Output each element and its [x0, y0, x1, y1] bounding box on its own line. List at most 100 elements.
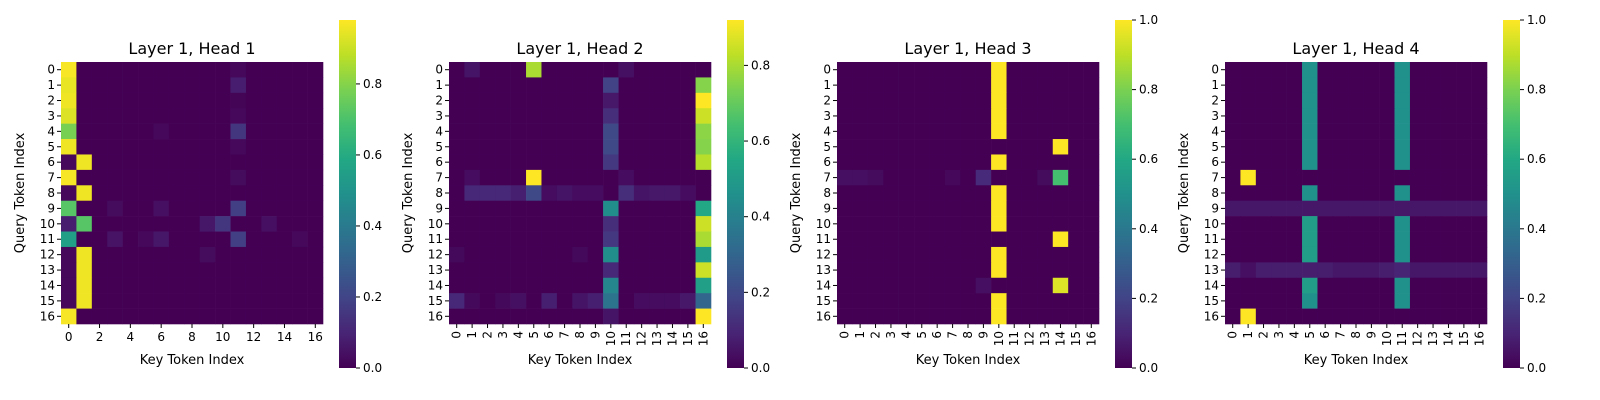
heatmap-cell — [1379, 108, 1395, 124]
heatmap-cell — [76, 123, 93, 140]
heatmap-cell — [1021, 216, 1038, 232]
heatmap-cell — [464, 77, 481, 94]
heatmap-cell — [603, 77, 619, 94]
heatmap-cell — [695, 92, 712, 109]
heatmap-cell — [1255, 231, 1272, 248]
heatmap-cell — [1240, 185, 1257, 201]
heatmap-cell — [898, 200, 915, 217]
heatmap-cell — [215, 154, 231, 171]
panel-title: Layer 1, Head 2 — [516, 39, 643, 58]
heatmap-cell — [1317, 293, 1334, 309]
heatmap-cell — [633, 185, 650, 201]
heatmap-cell — [1052, 277, 1069, 294]
heatmap-cell — [680, 169, 696, 186]
heatmap-cell — [1440, 277, 1457, 294]
heatmap-cell — [1006, 139, 1023, 155]
heatmap-cell — [960, 277, 976, 294]
heatmap-cell — [1225, 185, 1241, 201]
heatmap-cell — [618, 154, 635, 171]
heatmap-cell — [107, 123, 123, 140]
heatmap-cell — [1379, 200, 1395, 217]
heatmap-cell — [449, 216, 465, 232]
heatmap-cell — [1471, 169, 1488, 186]
heatmap-cell — [449, 77, 465, 94]
heatmap-cell — [587, 200, 604, 217]
heatmap-cell — [664, 154, 681, 171]
heatmap-cell — [1394, 216, 1411, 232]
heatmap-cell — [1271, 231, 1287, 248]
heatmap-cell — [603, 185, 619, 201]
heatmap-cell — [61, 246, 77, 263]
heatmap-cell — [1471, 277, 1488, 294]
heatmap-cell — [837, 139, 853, 155]
heatmap-cell — [122, 77, 139, 94]
heatmap-cell — [138, 216, 154, 232]
heatmap-cell — [526, 123, 542, 140]
heatmap-cell — [1363, 262, 1380, 279]
heatmap-cell — [633, 123, 650, 140]
heatmap-cell — [1363, 154, 1380, 171]
colorbar-tick-label: 0.0 — [363, 361, 382, 375]
heatmap-cell — [1068, 200, 1084, 217]
heatmap-cell — [960, 169, 976, 186]
heatmap-cell — [230, 262, 247, 279]
heatmap-cell — [168, 231, 185, 248]
x-tick-label: 10 — [992, 331, 1006, 346]
heatmap-cell — [695, 277, 712, 294]
heatmap-cell — [898, 231, 915, 248]
heatmap-cell — [199, 293, 216, 309]
heatmap-cell — [944, 77, 961, 94]
heatmap-cell — [572, 92, 588, 109]
heatmap-cell — [1471, 200, 1488, 217]
heatmap-cell — [1394, 262, 1411, 279]
heatmap-cell — [526, 231, 542, 248]
x-tick-label: 5 — [915, 331, 929, 339]
heatmap-cell — [541, 123, 558, 140]
heatmap-cell — [991, 277, 1007, 294]
heatmap-cell — [1332, 92, 1349, 109]
heatmap-cell — [1471, 246, 1488, 263]
heatmap-cell — [1255, 277, 1272, 294]
heatmap-cell — [1240, 154, 1257, 171]
heatmap-cell — [61, 108, 77, 124]
heatmap-cell — [664, 92, 681, 109]
heatmap-cell — [618, 262, 635, 279]
heatmap-cell — [479, 200, 496, 217]
heatmap-cell — [556, 231, 573, 248]
heatmap-cell — [292, 139, 308, 155]
x-tick-label: 2 — [481, 331, 495, 339]
heatmap-cell — [1006, 77, 1023, 94]
y-tick-label: 1 — [47, 78, 55, 92]
heatmap-cell — [215, 62, 231, 78]
heatmap-cell — [1271, 293, 1287, 309]
heatmap-cell — [975, 308, 992, 325]
heatmap-cell — [1286, 308, 1303, 325]
heatmap-cell — [276, 77, 293, 94]
heatmap-cell — [1225, 92, 1241, 109]
heatmap-cell — [852, 293, 869, 309]
heatmap-cell — [464, 262, 481, 279]
heatmap-cell — [914, 293, 930, 309]
heatmap-cell — [975, 108, 992, 124]
y-tick-label: 14 — [40, 278, 55, 292]
heatmap-cell — [649, 200, 666, 217]
heatmap-cell — [1052, 185, 1069, 201]
y-tick-label: 16 — [40, 309, 55, 323]
heatmap-cell — [76, 246, 93, 263]
heatmap-cell — [261, 293, 278, 309]
heatmap-cell — [1471, 216, 1488, 232]
heatmap-cell — [1456, 231, 1472, 248]
heatmap-cell — [307, 77, 324, 94]
heatmap-cell — [292, 62, 308, 78]
heatmap-cell — [107, 262, 123, 279]
heatmap-cell — [1083, 185, 1100, 201]
heatmap-cell — [184, 308, 200, 325]
heatmap-cell — [495, 277, 511, 294]
heatmap-cell — [960, 231, 976, 248]
heatmap-cell — [526, 92, 542, 109]
heatmap-cell — [449, 231, 465, 248]
heatmap-cell — [184, 216, 200, 232]
y-tick-label: 11 — [816, 232, 831, 246]
heatmap-cell — [1363, 77, 1380, 94]
heatmap-cell — [929, 216, 946, 232]
